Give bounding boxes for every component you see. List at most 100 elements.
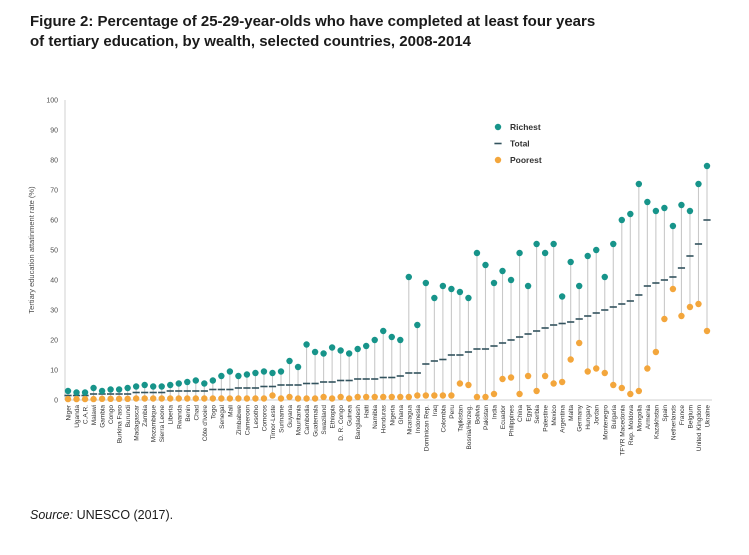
poorest-dot [644, 365, 651, 372]
country-label: Bangladesh [355, 405, 362, 440]
country-label: Lesotho [253, 405, 260, 429]
poorest-dot [490, 390, 498, 398]
poorest-dot [695, 300, 702, 308]
country-label: Zambia [142, 405, 149, 427]
richest-dot [354, 345, 361, 353]
richest-dot [252, 369, 259, 377]
richest-dot [499, 267, 506, 275]
y-tick-label: 40 [50, 278, 58, 285]
richest-dot [320, 350, 327, 357]
richest-dot [98, 387, 106, 395]
poorest-dot [584, 368, 591, 375]
y-tick-label: 10 [50, 368, 58, 375]
country-label: Philippines [509, 404, 516, 436]
poorest-dot [405, 393, 412, 401]
country-label: Timor-Leste [270, 405, 277, 440]
poorest-dot [115, 395, 123, 402]
richest-dot [328, 344, 336, 351]
country-label: Nigeria [389, 405, 396, 426]
poorest-dot [516, 390, 523, 398]
country-label: Mauritania [296, 405, 303, 436]
country-label: Bosnia/Herzeg. [466, 405, 473, 450]
country-label: Togo [210, 405, 217, 419]
richest-dot [584, 252, 591, 260]
richest-dot [90, 384, 97, 392]
poorest-dot [422, 392, 430, 399]
poorest-dot [439, 392, 447, 399]
poorest-dot [141, 395, 148, 402]
poorest-dot [354, 393, 361, 401]
country-label: Zimbabwe [236, 405, 243, 435]
richest-dot [550, 240, 557, 248]
richest-dot [703, 162, 711, 170]
richest-dot [661, 204, 668, 212]
country-label: China [517, 405, 524, 422]
richest-dot [115, 386, 123, 393]
y-tick-label: 60 [50, 218, 58, 225]
richest-dot [269, 369, 276, 377]
poorest-dot [431, 392, 438, 399]
richest-dot [601, 273, 608, 281]
poorest-dot [209, 395, 217, 402]
poorest-dot [345, 395, 353, 402]
richest-dot [456, 288, 464, 296]
country-label: Benin [185, 405, 192, 422]
richest-dot [124, 384, 131, 392]
country-label: Guinea [347, 405, 354, 426]
richest-dot [414, 321, 421, 329]
country-label: Colombia [440, 405, 447, 433]
richest-dot [678, 201, 685, 209]
poorest-dot [192, 395, 199, 402]
poorest-dot [201, 395, 208, 402]
richest-dot [192, 377, 199, 384]
richest-dot [167, 381, 174, 389]
richest-dot [576, 282, 583, 290]
country-label: Sierra Leone [159, 405, 166, 443]
country-label: Mongolia [636, 405, 643, 432]
legend-poorest-marker [494, 156, 502, 164]
country-label: Rep. Moldova [628, 405, 635, 445]
richest-dot [635, 180, 643, 188]
poorest-dot [132, 395, 140, 402]
poorest-dot [175, 395, 182, 402]
country-label: Madagascar [134, 404, 141, 441]
poorest-dot [107, 395, 114, 402]
country-label: Egypt [526, 405, 533, 422]
country-label: India [492, 405, 499, 419]
poorest-dot [90, 395, 97, 403]
poorest-dot [64, 395, 72, 403]
legend-richest-marker [494, 123, 502, 131]
poorest-dot [328, 395, 336, 402]
poorest-dot [243, 395, 251, 402]
richest-dot [558, 293, 566, 300]
poorest-dot [226, 395, 234, 402]
country-label: TFYR Macedonia [619, 405, 626, 456]
country-label: Tajikistan [457, 405, 464, 432]
poorest-dot [81, 395, 89, 403]
poorest-dot [593, 365, 600, 372]
source-text: UNESCO (2017). [73, 508, 174, 522]
richest-dot [669, 222, 677, 230]
country-label: Pakistan [483, 405, 490, 430]
y-tick-label: 80 [50, 158, 58, 165]
poorest-dot [260, 395, 268, 402]
poorest-dot [661, 315, 668, 323]
richest-dot [371, 336, 378, 344]
country-label: Kazakhstan [653, 405, 660, 439]
richest-dot [209, 377, 217, 384]
country-label: Rwanda [176, 405, 183, 429]
richest-dot [337, 347, 344, 354]
country-label: France [679, 405, 686, 426]
richest-dot [448, 285, 455, 293]
richest-dot [388, 333, 395, 341]
poorest-dot [610, 381, 617, 389]
tertiary-attainment-chart: 0 10 20 30 40 50 60 70 80 90 100 Tertiary education… [27, 98, 712, 456]
poorest-dot [576, 339, 583, 347]
richest-dot [73, 389, 80, 396]
poorest-dot [363, 393, 370, 401]
country-label: Nicaragua [406, 405, 413, 435]
poorest-dot [252, 395, 259, 402]
country-label: Germany [577, 404, 584, 431]
country-label: Armenia [645, 405, 652, 430]
poorest-dot [669, 285, 677, 293]
